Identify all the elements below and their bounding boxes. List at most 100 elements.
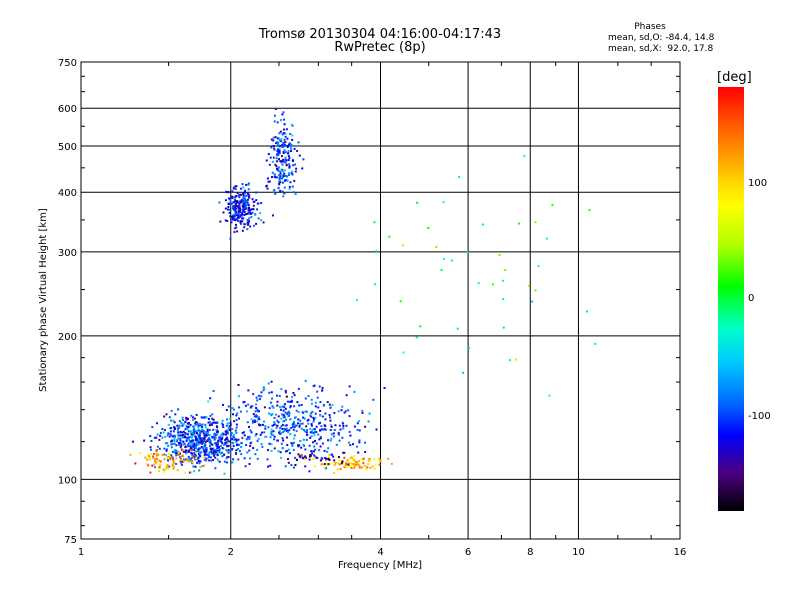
data-point: [287, 173, 290, 176]
data-point: [283, 145, 286, 148]
data-point: [333, 460, 336, 463]
data-point: [349, 444, 352, 447]
data-point: [226, 219, 229, 222]
data-point: [285, 418, 288, 421]
data-point: [239, 201, 242, 204]
data-point: [342, 422, 345, 425]
data-point: [235, 440, 238, 443]
data-point: [314, 405, 317, 408]
data-point: [234, 201, 237, 204]
data-point: [312, 454, 315, 457]
data-point: [285, 424, 288, 427]
y-tick-label: 600: [58, 104, 77, 115]
data-point: [169, 427, 172, 430]
data-point: [328, 454, 331, 457]
data-point: [216, 458, 219, 461]
data-point: [296, 401, 299, 404]
data-point: [218, 448, 221, 451]
data-point: [298, 454, 301, 457]
data-point: [292, 448, 295, 451]
data-point: [233, 231, 236, 234]
data-point: [237, 204, 240, 207]
data-point: [273, 120, 276, 123]
data-point: [206, 430, 209, 433]
data-point: [198, 434, 201, 437]
data-point: [227, 427, 230, 430]
data-point: [287, 411, 290, 414]
data-point: [192, 418, 195, 421]
data-point: [273, 175, 276, 178]
data-point: [224, 199, 227, 202]
data-point: [275, 413, 278, 416]
data-point: [293, 437, 296, 440]
data-point: [185, 437, 188, 440]
data-point: [186, 428, 189, 431]
data-point: [277, 415, 280, 418]
data-point: [208, 438, 211, 441]
data-point: [305, 456, 308, 459]
data-point: [242, 213, 245, 216]
data-point: [330, 424, 333, 427]
data-point: [290, 400, 293, 403]
data-point: [191, 455, 194, 458]
data-point: [194, 450, 197, 453]
data-point: [197, 439, 200, 442]
data-point: [199, 466, 202, 469]
data-point: [253, 415, 256, 418]
data-point: [362, 457, 365, 460]
data-point: [177, 427, 180, 430]
data-point: [314, 416, 317, 419]
data-point: [198, 454, 201, 457]
data-point: [249, 406, 252, 409]
colorbar-tick: 0: [748, 293, 755, 304]
data-point: [184, 421, 187, 424]
data-point: [356, 422, 359, 425]
data-point: [199, 437, 202, 440]
data-point: [179, 434, 182, 437]
data-point: [301, 411, 304, 414]
data-point: [309, 436, 312, 439]
data-point: [287, 151, 290, 154]
data-point: [287, 461, 290, 464]
data-point: [427, 227, 430, 230]
data-point: [192, 444, 195, 447]
data-point: [246, 451, 249, 454]
data-point: [337, 410, 340, 413]
data-point: [162, 468, 165, 471]
data-point: [321, 415, 324, 418]
data-point: [189, 435, 192, 438]
data-point: [239, 187, 242, 190]
data-point: [249, 442, 252, 445]
data-point: [218, 446, 221, 449]
data-point: [234, 200, 237, 203]
data-point: [243, 198, 246, 201]
data-point: [283, 123, 286, 126]
data-point: [199, 455, 202, 458]
data-point: [193, 427, 196, 430]
data-point: [169, 433, 172, 436]
data-point: [200, 446, 203, 449]
data-point: [346, 460, 349, 463]
data-point: [310, 423, 313, 426]
data-point: [285, 395, 288, 398]
data-point: [468, 347, 471, 350]
data-point: [213, 421, 216, 424]
data-point: [363, 441, 366, 444]
data-point: [290, 150, 293, 153]
data-point: [319, 435, 322, 438]
data-point: [324, 418, 327, 421]
data-point: [267, 412, 270, 415]
data-point: [361, 409, 364, 412]
data-point: [293, 426, 296, 429]
data-point: [168, 465, 171, 468]
data-point: [321, 386, 324, 389]
data-point: [256, 440, 259, 443]
data-point: [243, 434, 246, 437]
data-point: [225, 409, 228, 412]
data-point: [299, 422, 302, 425]
data-point: [244, 404, 247, 407]
data-point: [234, 185, 237, 188]
data-point: [253, 200, 256, 203]
data-point: [491, 283, 494, 286]
data-point: [242, 206, 245, 209]
